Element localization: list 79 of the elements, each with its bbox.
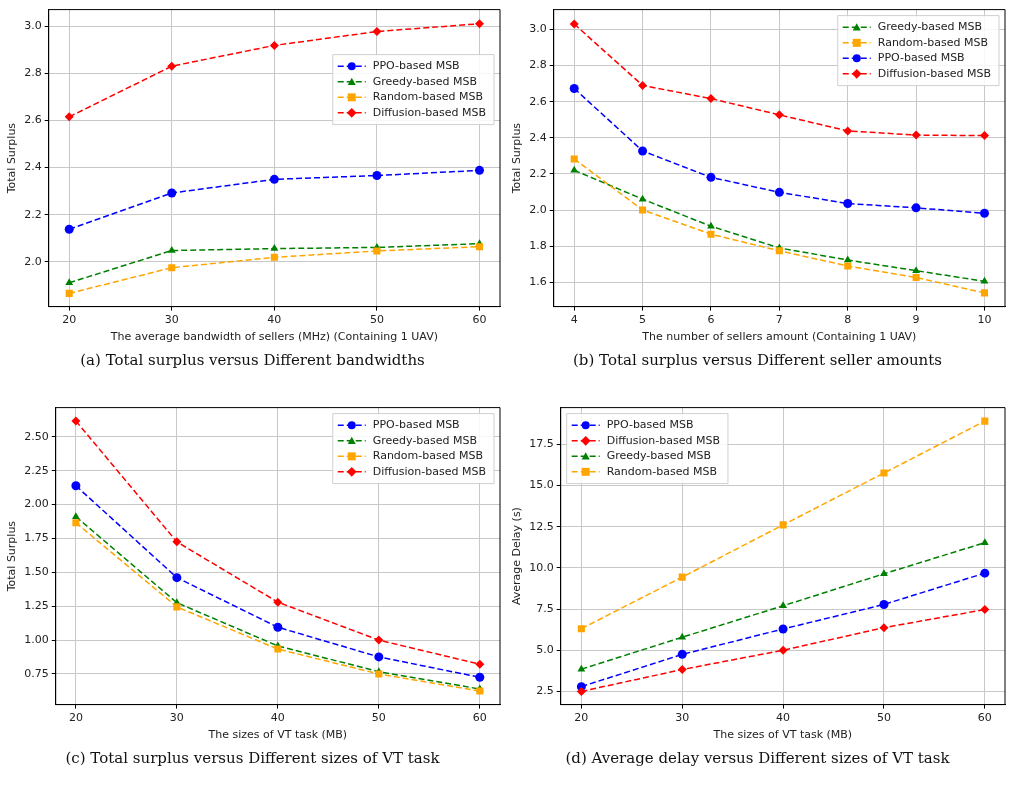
- legend-label: Random-based MSB: [372, 449, 483, 463]
- legend-label: PPO-based MSB: [606, 418, 694, 432]
- x-tick-label: 4: [570, 313, 578, 327]
- text: (a) Total surplus versus Different bandwidths: [79, 351, 426, 369]
- y-tick-label: 1.50: [24, 565, 49, 579]
- legend-label: PPO-based MSB: [372, 418, 460, 432]
- y-axis-title: Total Surplus: [5, 520, 19, 593]
- y-tick-label: 2.0: [529, 202, 547, 216]
- legend-label: Diffusion-based MSB: [372, 105, 487, 119]
- x-tick-label: 8: [844, 313, 852, 327]
- x-tick-label: 6: [707, 313, 715, 327]
- text: (d) Average delay versus Different sizes of VT task: [564, 749, 951, 767]
- y-tick-label: 1.6: [529, 275, 547, 289]
- legend-label: Greedy-based MSB: [877, 20, 983, 34]
- y-tick-label: 1.75: [24, 531, 49, 545]
- y-tick-label: 17.5: [529, 437, 554, 451]
- legend-label: Greedy-based MSB: [372, 74, 478, 88]
- legend-label: PPO-based MSB: [877, 51, 965, 65]
- y-tick-label: 1.8: [529, 238, 547, 252]
- y-tick-label: 3.0: [529, 22, 547, 36]
- x-tick-label: 40: [776, 711, 791, 725]
- x-tick-label: 50: [876, 711, 891, 725]
- x-tick-label: 60: [977, 711, 992, 725]
- x-tick-label: 30: [675, 711, 690, 725]
- y-tick-label: 2.4: [529, 130, 547, 144]
- x-axis-title: The sizes of VT task (MB): [712, 728, 853, 742]
- y-tick-label: 2.4: [24, 160, 42, 174]
- x-tick-label: 20: [62, 313, 77, 327]
- y-tick-label: 2.2: [529, 166, 547, 180]
- y-tick-label: 2.8: [24, 66, 42, 80]
- x-tick-label: 50: [371, 711, 386, 725]
- legend-label: Diffusion-based MSB: [606, 433, 720, 447]
- text: (c) Total surplus versus Different sizes of VT task: [64, 749, 441, 767]
- y-tick-label: 2.6: [529, 94, 547, 108]
- x-tick-label: 20: [68, 711, 83, 725]
- x-tick-label: 10: [977, 313, 992, 327]
- y-tick-label: 2.50: [24, 429, 49, 443]
- y-tick-label: 15.0: [529, 478, 554, 492]
- y-tick-label: 2.5: [536, 684, 554, 698]
- x-tick-label: 50: [369, 313, 384, 327]
- x-axis-title: The average bandwidth of sellers (MHz) (Containing 1 UAV): [109, 330, 438, 344]
- y-axis-title: Total Surplus: [510, 122, 524, 195]
- y-tick-label: 3.0: [24, 18, 42, 32]
- y-tick-label: 12.5: [529, 519, 554, 533]
- x-tick-label: 60: [472, 313, 487, 327]
- x-tick-label: 30: [164, 313, 179, 327]
- text: (b) Total surplus versus Different seller amounts: [572, 351, 943, 369]
- y-tick-label: 7.5: [536, 601, 554, 615]
- legend-label: Diffusion-based MSB: [372, 464, 487, 478]
- y-tick-label: 1.25: [24, 599, 49, 613]
- legend-label: PPO-based MSB: [372, 59, 460, 73]
- y-tick-label: 2.2: [24, 207, 42, 221]
- legend-label: Random-based MSB: [372, 90, 483, 104]
- y-tick-label: 10.0: [529, 560, 554, 574]
- legend-label: Diffusion-based MSB: [877, 66, 992, 80]
- x-tick-label: 40: [270, 711, 285, 725]
- y-tick-label: 2.00: [24, 497, 49, 511]
- x-tick-label: 20: [574, 711, 589, 725]
- x-tick-label: 7: [775, 313, 783, 327]
- y-tick-label: 2.25: [24, 463, 49, 477]
- x-axis-title: The number of sellers amount (Containing 1 UAV): [641, 330, 917, 344]
- y-axis-title: Average Delay (s): [510, 507, 524, 606]
- y-axis-title: Total Surplus: [5, 122, 19, 195]
- x-tick-label: 9: [912, 313, 920, 327]
- y-tick-label: 1.00: [24, 632, 49, 646]
- x-tick-label: 5: [639, 313, 647, 327]
- y-tick-label: 2.0: [24, 254, 42, 268]
- x-tick-label: 40: [267, 313, 282, 327]
- legend-label: Random-based MSB: [877, 35, 988, 49]
- legend-label: Greedy-based MSB: [606, 449, 712, 463]
- x-axis-title: The sizes of VT task (MB): [207, 728, 348, 742]
- legend-label: Random-based MSB: [606, 464, 717, 478]
- x-tick-label: 60: [472, 711, 487, 725]
- y-tick-label: 2.6: [24, 113, 42, 127]
- y-tick-label: 2.8: [529, 58, 547, 72]
- x-tick-label: 30: [169, 711, 184, 725]
- legend-label: Greedy-based MSB: [372, 433, 478, 447]
- y-tick-label: 5.0: [536, 643, 554, 657]
- y-tick-label: 0.75: [24, 666, 49, 680]
